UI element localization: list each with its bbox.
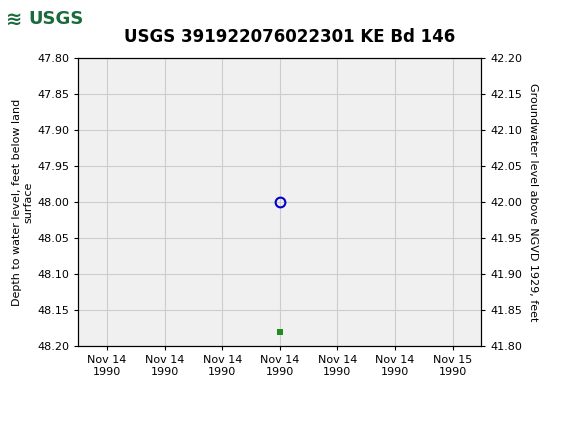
Text: USGS: USGS bbox=[28, 10, 84, 28]
Bar bbox=[2, 2, 74, 37]
Text: ≋: ≋ bbox=[6, 10, 23, 29]
Text: USGS 391922076022301 KE Bd 146: USGS 391922076022301 KE Bd 146 bbox=[124, 28, 456, 46]
Y-axis label: Groundwater level above NGVD 1929, feet: Groundwater level above NGVD 1929, feet bbox=[528, 83, 538, 321]
Y-axis label: Depth to water level, feet below land
surface: Depth to water level, feet below land su… bbox=[12, 98, 33, 306]
